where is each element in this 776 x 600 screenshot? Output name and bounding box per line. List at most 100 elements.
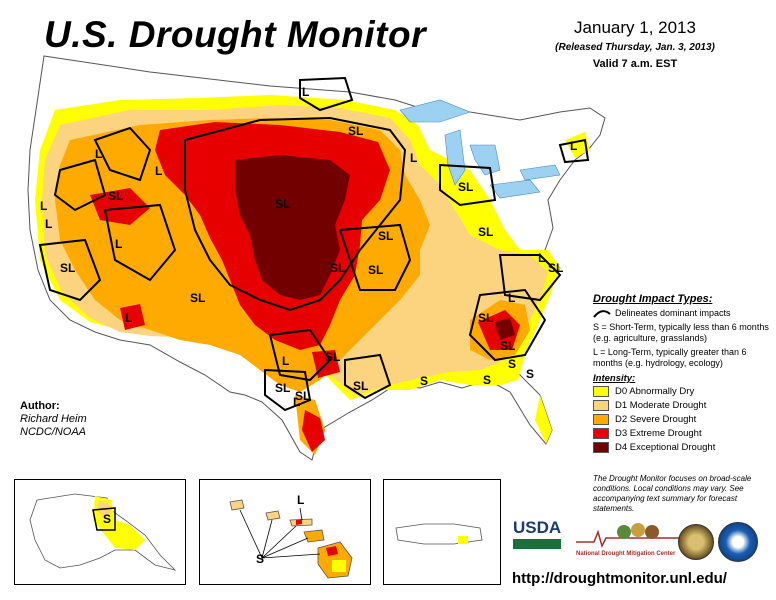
impact-label: SL	[368, 263, 383, 277]
noaa-logo-icon	[718, 522, 758, 562]
map-title: U.S. Drought Monitor	[44, 14, 426, 55]
dominant-impacts-row: Delineates dominant impacts	[593, 308, 773, 319]
impact-boundary	[439, 163, 497, 207]
legend-label: D4 Exceptional Drought	[615, 442, 716, 453]
impact-label: L	[95, 147, 102, 161]
puerto-rico-map	[395, 523, 483, 545]
impact-boundary	[38, 238, 102, 302]
hawaii-map: L S	[229, 493, 353, 579]
d0-area	[565, 132, 590, 158]
great-lakes	[399, 99, 561, 199]
author-block: Author: Richard Heim NCDC/NOAA	[20, 400, 87, 439]
impact-label: S	[483, 373, 491, 387]
impact-label: SL	[500, 339, 515, 353]
hawaii-d3	[296, 519, 338, 556]
impact-label: L	[115, 237, 122, 251]
ndmc-graphic	[576, 523, 684, 549]
impact-boundary	[468, 288, 547, 362]
impact-boundary	[184, 116, 407, 312]
legend-d1: D1 Moderate Drought	[593, 399, 773, 412]
alaska-map: S	[29, 493, 177, 571]
impact-label: L	[538, 251, 545, 265]
long-term-text: L = Long-Term, typically greater than 6 …	[593, 347, 747, 368]
d3-area	[120, 304, 145, 330]
hawaii-inset: L S	[199, 479, 371, 585]
hawaii-island-oahu	[265, 510, 281, 521]
alaska-boundary	[92, 507, 116, 531]
author-heading: Author:	[20, 400, 60, 412]
disclaimer-note: The Drought Monitor focuses on broad-sca…	[593, 474, 752, 513]
d3-area	[302, 410, 325, 452]
legend-d0: D0 Abnormally Dry	[593, 385, 773, 398]
swatch-d3	[593, 428, 609, 439]
short-term-text: S = Short-Term, typically less than 6 mo…	[593, 322, 769, 343]
impact-label: SL	[548, 261, 563, 275]
impact-label: SL	[458, 180, 473, 194]
boundary-line-icon	[593, 309, 611, 318]
doc-seal-icon	[678, 524, 714, 560]
impact-label: L	[302, 85, 309, 99]
impact-label: L	[282, 354, 289, 368]
impact-label: SL	[348, 124, 363, 138]
hawaii-island-maui	[303, 529, 325, 543]
ndmc-text: National Drought Mitigation Center	[576, 551, 676, 557]
swatch-d4	[593, 442, 609, 453]
d4-area	[495, 318, 515, 340]
hawaii-d0	[332, 560, 346, 572]
author-org: NCDC/NOAA	[20, 426, 87, 438]
impact-boundary	[498, 254, 562, 302]
alaska-inset: S	[14, 479, 186, 585]
d0-area	[535, 395, 552, 444]
impact-boundary	[53, 158, 107, 212]
valid-time: Valid 7 a.m. EST	[592, 58, 678, 70]
release-date: (Released Thursday, Jan. 3, 2013)	[555, 42, 715, 53]
impact-types-heading: Drought Impact Types:	[593, 293, 713, 305]
hawaii-island-kauai	[229, 499, 245, 511]
intensity-heading: Intensity:	[593, 373, 636, 384]
legend-label: D1 Moderate Drought	[615, 400, 707, 411]
puerto-rico-land	[395, 523, 483, 545]
impact-boundary	[344, 353, 392, 400]
legend-label: D0 Abnormally Dry	[615, 386, 695, 397]
impact-label: SL	[190, 291, 205, 305]
swatch-d1	[593, 400, 609, 411]
hawaii-impact-label-long: L	[297, 493, 304, 507]
impact-boundary	[338, 223, 412, 291]
d3-area	[90, 188, 150, 225]
usda-bar	[513, 539, 561, 549]
impact-label: SL	[275, 197, 290, 211]
dominant-impacts-text: Delineates dominant impacts	[615, 308, 731, 318]
swatch-d0	[593, 386, 609, 397]
puerto-rico-inset	[383, 479, 501, 585]
legend-d3: D3 Extreme Drought	[593, 427, 773, 440]
legend-label: D3 Extreme Drought	[615, 428, 702, 439]
impact-label: S	[508, 357, 516, 371]
impact-label: S	[420, 374, 428, 388]
impact-boundary	[268, 328, 332, 382]
impact-label: L	[40, 199, 47, 213]
impact-label: SL	[478, 311, 493, 325]
alaska-impact-label: S	[103, 512, 111, 526]
hawaii-pointer-lines	[239, 507, 321, 559]
impact-label: L	[570, 139, 577, 153]
impact-label: SL	[353, 379, 368, 393]
impact-label: SL	[378, 229, 393, 243]
impact-boundary	[264, 368, 312, 412]
impact-label: L	[45, 217, 52, 231]
impact-label: SL	[330, 261, 345, 275]
impact-label: L	[410, 151, 417, 165]
impact-label: L	[293, 395, 300, 409]
impact-label: SL	[478, 225, 493, 239]
usda-logo: USDA	[513, 518, 561, 558]
legend-label: D2 Severe Drought	[615, 414, 697, 425]
legend-d2: D2 Severe Drought	[593, 413, 773, 426]
swatch-d2	[593, 414, 609, 425]
impact-boundary	[93, 126, 152, 182]
ndmc-logo: National Drought Mitigation Center	[574, 522, 686, 562]
site-url[interactable]: http://droughtmonitor.unl.edu/	[512, 570, 727, 587]
impact-label: S	[526, 367, 534, 381]
impact-label: L	[508, 291, 515, 305]
impact-label: SL	[108, 189, 123, 203]
impact-boundary	[299, 76, 354, 112]
